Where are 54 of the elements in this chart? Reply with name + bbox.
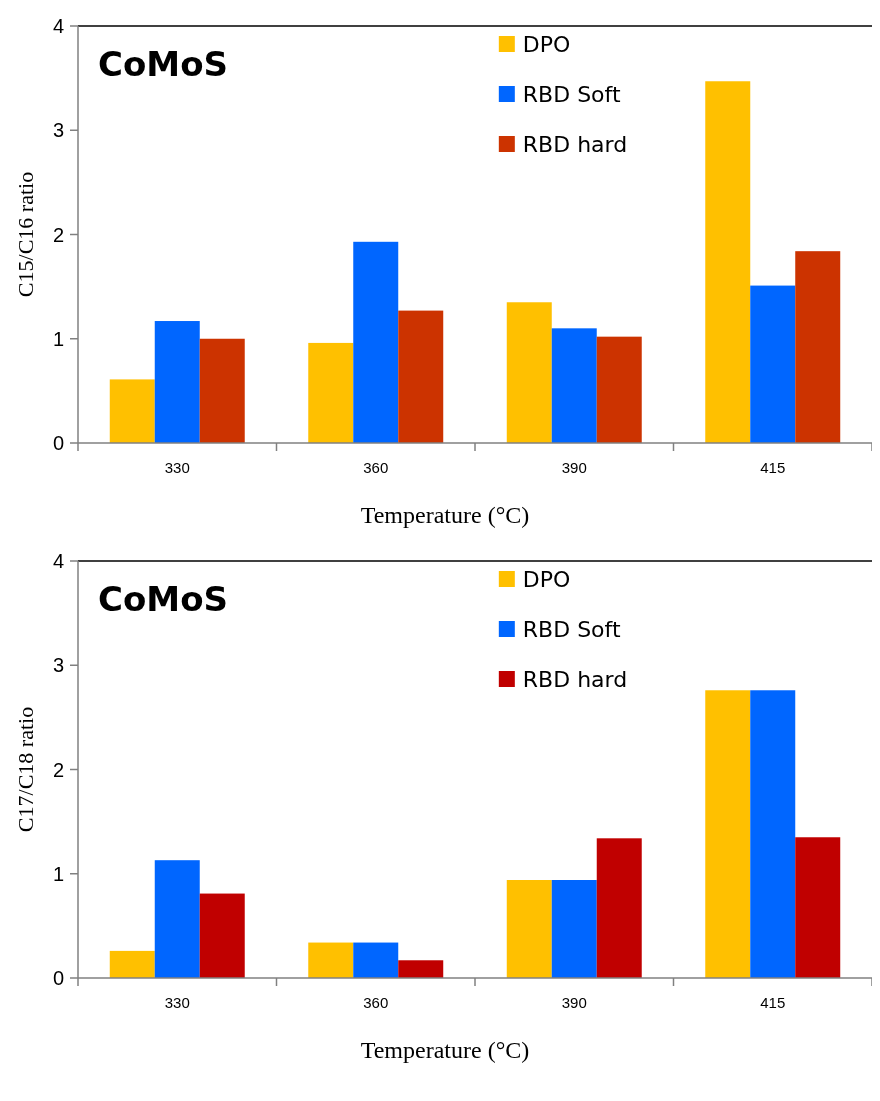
x-tick-label: 360: [363, 459, 389, 476]
bar: [596, 336, 642, 443]
bar: [750, 285, 796, 443]
x-tick-label: 360: [363, 994, 389, 1011]
x-tick-label: 330: [164, 994, 190, 1011]
bar: [795, 251, 841, 443]
bar: [154, 860, 200, 978]
x-tick-label: 390: [561, 994, 587, 1011]
y-tick-label: 2: [52, 758, 64, 781]
legend-label: RBD hard: [522, 131, 628, 157]
legend-label: RBD Soft: [522, 81, 621, 107]
bar: [705, 690, 751, 978]
bar: [308, 342, 354, 443]
y-tick-label: 3: [52, 119, 64, 142]
y-axis-title: C17/C18 ratio: [13, 706, 38, 833]
y-axis-title: C15/C16 ratio: [13, 171, 38, 298]
y-tick-label: 0: [52, 432, 64, 454]
bar: [199, 893, 245, 978]
x-tick-label: 330: [164, 459, 190, 476]
y-tick-label: 2: [52, 223, 64, 246]
bar: [750, 690, 796, 978]
bar: [506, 880, 552, 978]
x-axis-title: Temperature (°C): [360, 1037, 530, 1063]
bar: [398, 960, 444, 978]
y-tick-label: 1: [52, 862, 64, 885]
x-tick-label: 415: [760, 994, 786, 1011]
text: CoMoS: [98, 44, 228, 84]
bar: [199, 338, 245, 443]
bar: [551, 880, 597, 978]
bar: [795, 837, 841, 978]
bar: [551, 328, 597, 443]
y-tick-label: 3: [52, 654, 64, 677]
bar: [353, 241, 399, 443]
bar: [109, 950, 155, 978]
legend-label: DPO: [522, 31, 571, 57]
y-tick-label: 0: [52, 967, 64, 989]
y-tick-label: 1: [52, 327, 64, 350]
x-tick-label: 415: [760, 459, 786, 476]
y-tick-label: 4: [52, 15, 64, 37]
x-axis-title: Temperature (°C): [360, 502, 530, 528]
bar: [705, 81, 751, 443]
bar: [353, 942, 399, 978]
bar: [109, 379, 155, 443]
x-tick-label: 390: [561, 459, 587, 476]
legend-label: DPO: [522, 566, 571, 592]
bar: [506, 302, 552, 443]
bar: [398, 310, 444, 443]
legend-label: RBD hard: [522, 666, 628, 692]
y-tick-label: 4: [52, 550, 64, 572]
legend-label: RBD Soft: [522, 616, 621, 642]
text: CoMoS: [98, 579, 228, 619]
bar: [596, 838, 642, 978]
bar: [154, 321, 200, 443]
bar: [308, 942, 354, 978]
